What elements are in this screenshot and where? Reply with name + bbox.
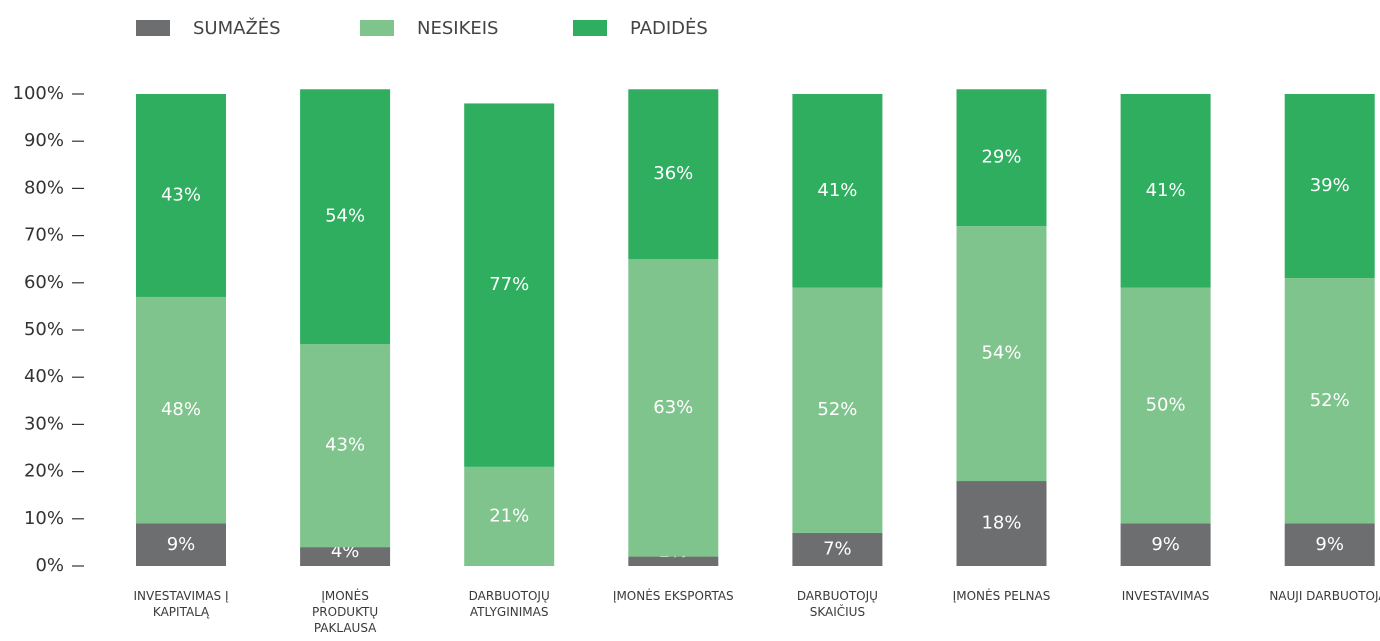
legend-swatch	[573, 20, 607, 36]
y-tick-label: 30%	[24, 413, 64, 434]
data-label: 43%	[325, 435, 365, 456]
bar-segment	[628, 89, 719, 260]
x-tick-label: ĮMONĖS PRODUKTŲ PAKLAUSA	[312, 589, 379, 635]
bar-segment	[628, 556, 719, 566]
x-tick-label: DARBUOTOJŲ ATLYGINIMAS	[468, 589, 550, 619]
bar-segment	[1120, 287, 1211, 524]
y-tick-label: 100%	[13, 83, 64, 104]
y-tick-label: 0%	[35, 555, 64, 576]
bar-segment	[792, 532, 883, 566]
data-label: 9%	[1315, 534, 1344, 555]
bar-segment	[464, 466, 555, 566]
bar-segment	[300, 344, 391, 548]
x-tick-label: ĮMONĖS EKSPORTAS	[612, 589, 734, 603]
y-tick-label: 90%	[24, 130, 64, 151]
data-label: 7%	[823, 538, 852, 559]
bar-segment	[628, 259, 719, 557]
bar-segment	[300, 547, 391, 566]
x-tick-label: DARBUOTOJŲ SKAIČIUS	[796, 589, 878, 619]
data-label: 41%	[817, 180, 857, 201]
bar-segment	[1120, 523, 1211, 566]
data-label: 18%	[981, 513, 1021, 534]
y-tick-label: 70%	[24, 225, 64, 246]
bar-segment	[792, 287, 883, 533]
bar-segment	[956, 89, 1047, 227]
y-tick-label: 40%	[24, 366, 64, 387]
bar-segment	[792, 94, 883, 288]
y-tick-label: 80%	[24, 177, 64, 198]
legend-swatch	[360, 20, 394, 36]
data-label: 52%	[1310, 390, 1350, 411]
bar-segment	[300, 89, 391, 345]
bar-segment	[956, 481, 1047, 566]
data-label: 9%	[1151, 534, 1180, 555]
bar-segment	[1284, 94, 1375, 279]
data-label: 77%	[489, 274, 529, 295]
data-label: 21%	[489, 505, 529, 526]
legend-label: NESIKEIS	[417, 18, 498, 39]
y-tick-label: 50%	[24, 319, 64, 340]
bar-segment	[1284, 278, 1375, 524]
bar-segment	[1284, 523, 1375, 566]
x-tick-label: INVESTAVIMAS	[1121, 589, 1210, 603]
bar-segment	[956, 226, 1047, 482]
x-tick-label: ĮMONĖS PELNAS	[952, 589, 1051, 603]
data-label: 39%	[1310, 175, 1350, 196]
legend-label: SUMAŽĖS	[193, 17, 281, 39]
data-label: 50%	[1146, 395, 1186, 416]
bar-segment	[136, 296, 226, 524]
bar-segment	[464, 103, 555, 467]
y-tick-label: 60%	[24, 272, 64, 293]
data-label: 48%	[161, 399, 201, 420]
x-tick-label: NAUJI DARBUOTOJAI	[1269, 589, 1380, 603]
data-label: 29%	[981, 147, 1021, 168]
data-label: 41%	[1146, 180, 1186, 201]
data-label: 54%	[325, 206, 365, 227]
data-label: 43%	[161, 184, 201, 205]
x-tick-label: INVESTAVIMAS Į KAPITALĄ	[133, 589, 229, 619]
data-label: 54%	[981, 343, 1021, 364]
data-label: 36%	[653, 163, 693, 184]
legend-label: PADIDĖS	[630, 18, 708, 39]
data-label: 63%	[653, 397, 693, 418]
bar-segment	[136, 94, 226, 297]
data-label: 9%	[167, 534, 196, 555]
bar-segment	[1120, 94, 1211, 288]
data-label: 52%	[817, 399, 857, 420]
legend-swatch	[136, 20, 170, 36]
bar-segment	[136, 523, 226, 566]
y-tick-label: 20%	[24, 461, 64, 482]
y-tick-label: 10%	[24, 508, 64, 529]
